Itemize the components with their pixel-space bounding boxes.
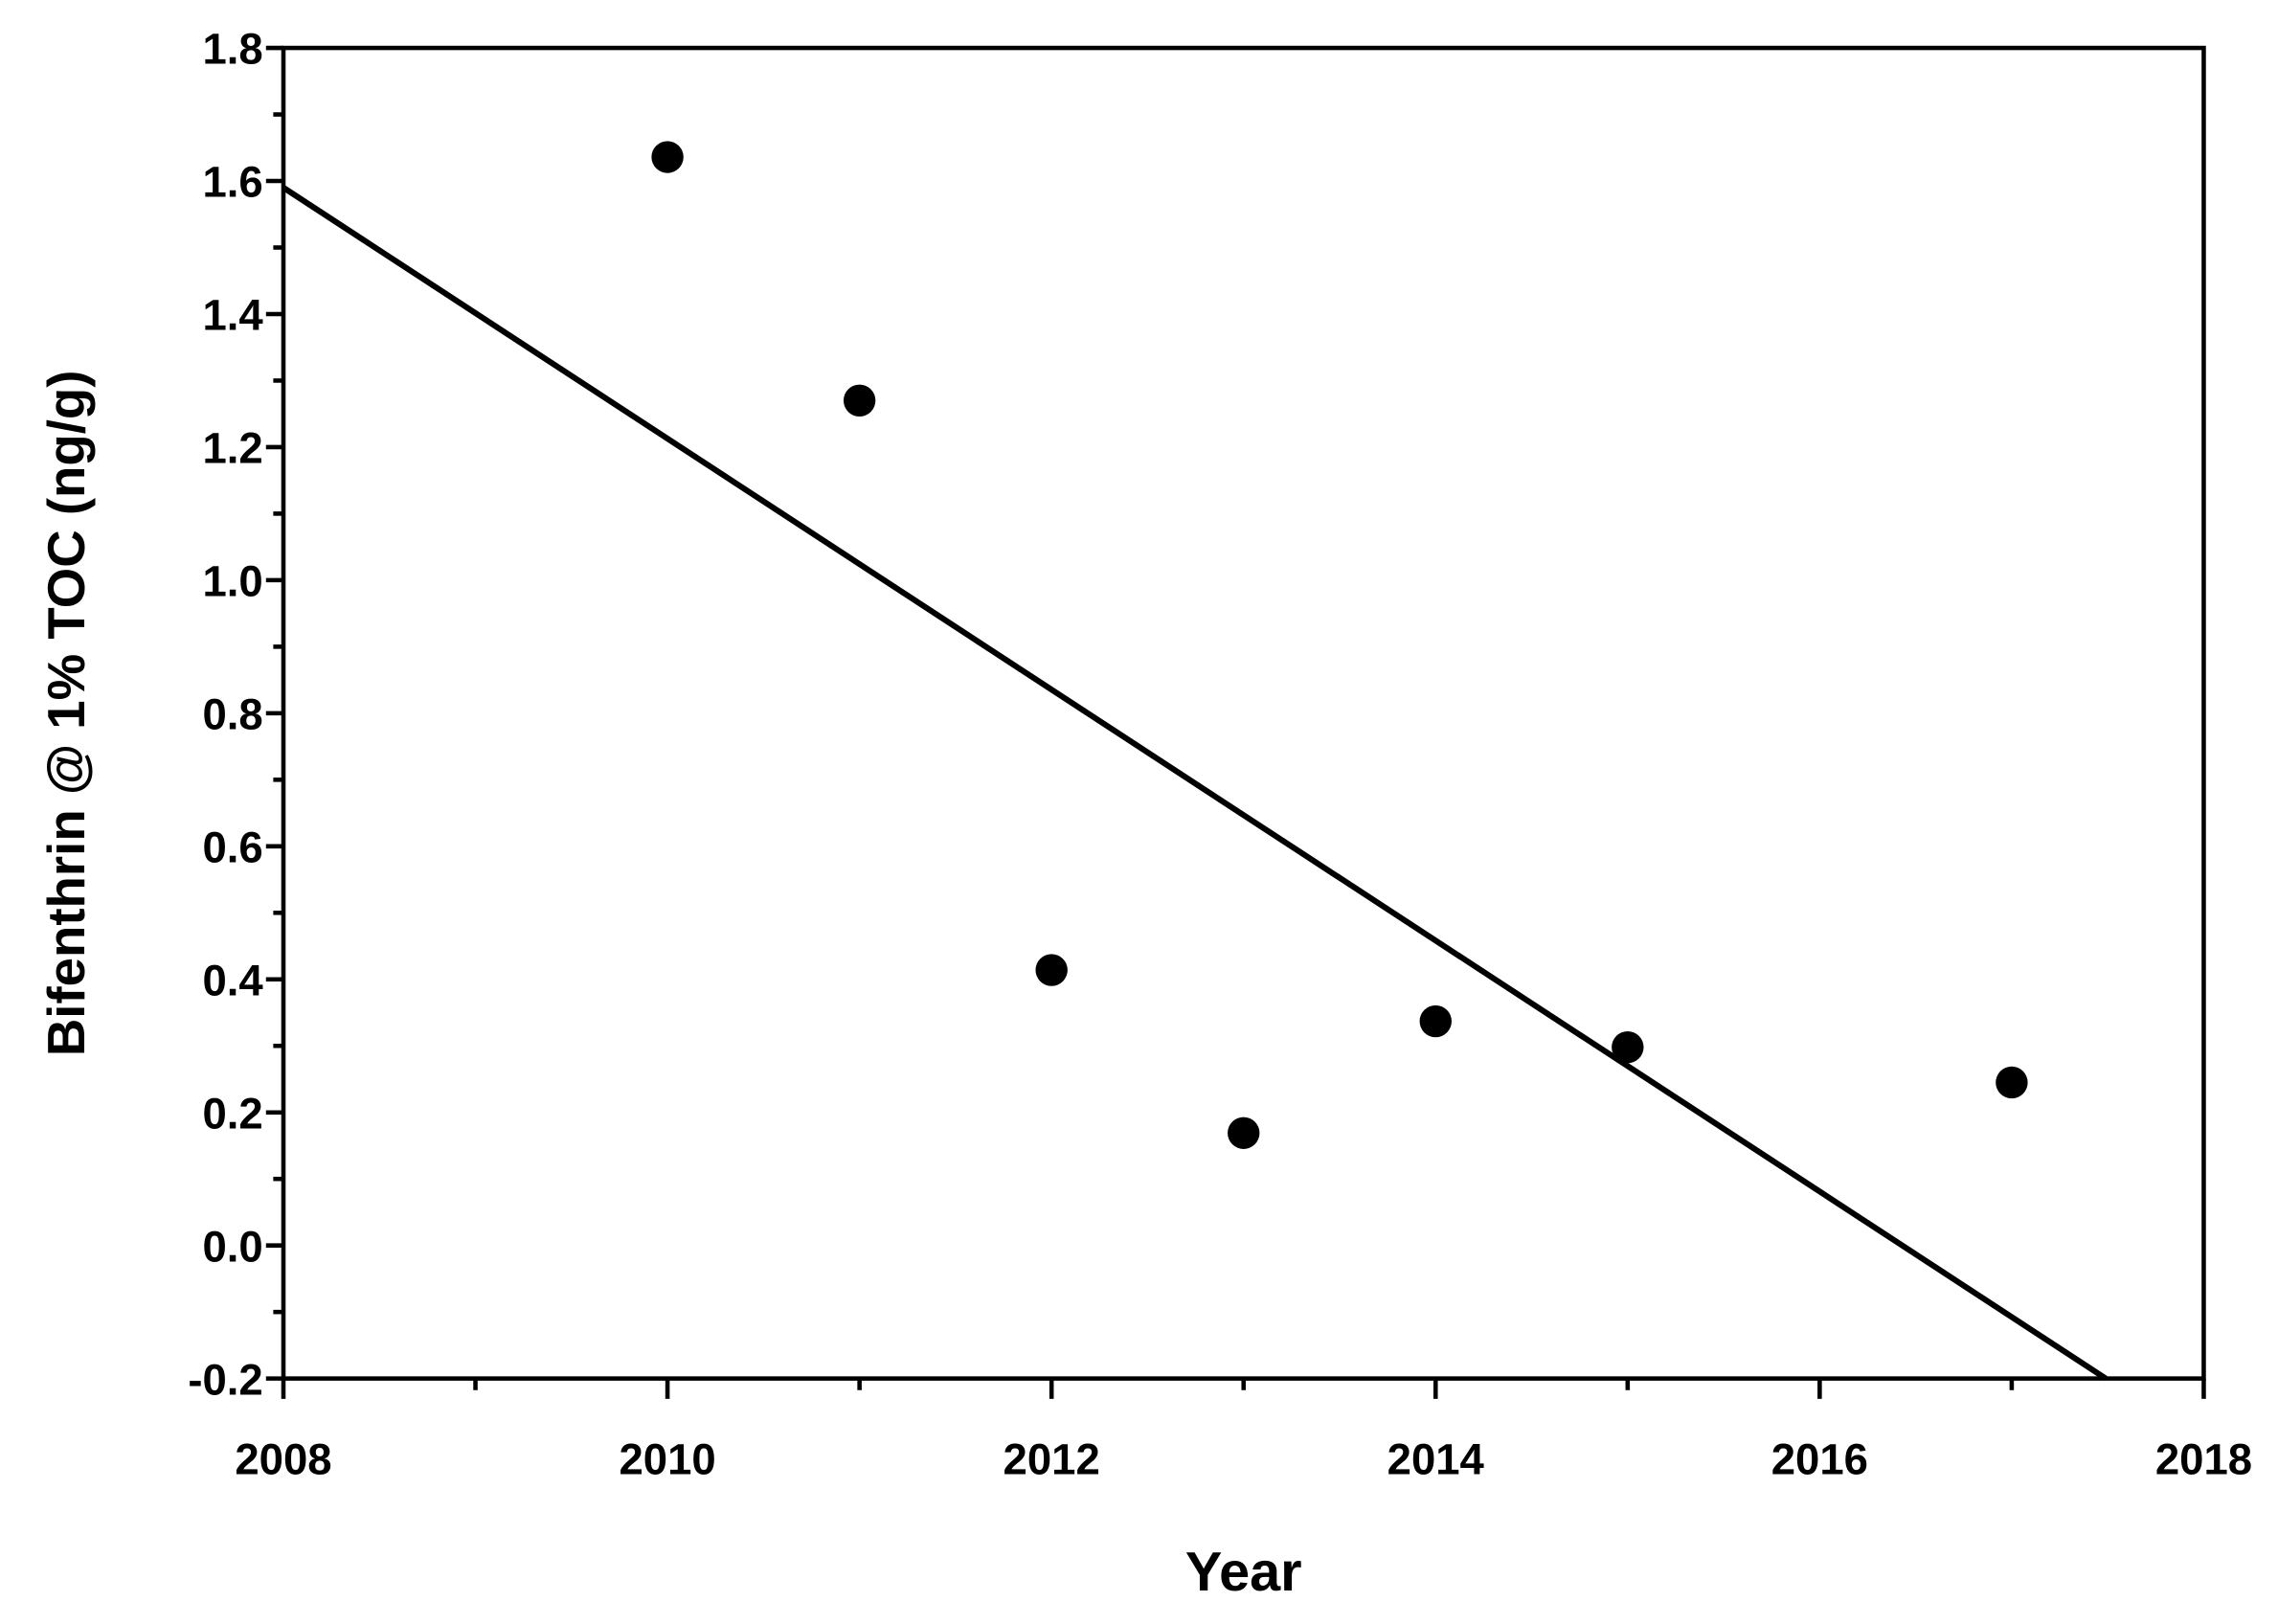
x-axis-title: Year [1185,1542,1302,1603]
y-tick-label: 0.6 [202,823,262,871]
y-tick-label: 1.0 [202,557,262,606]
point [1419,1004,1452,1038]
point [1228,1116,1260,1149]
point [1996,1066,2028,1099]
point [651,141,684,173]
y-tick-label: 0.8 [202,690,262,739]
x-tick-label: 2014 [1387,1435,1485,1484]
x-tick-label: 2018 [2155,1435,2252,1484]
point [843,384,876,417]
y-tick-label: -0.2 [188,1355,262,1404]
y-tick-label: 1.8 [202,25,262,74]
y-tick-label: 0.2 [202,1089,262,1138]
x-tick-label: 2008 [235,1435,331,1484]
x-tick-label: 2012 [1004,1435,1100,1484]
point [1035,954,1068,986]
x-tick-label: 2010 [619,1435,715,1484]
y-tick-label: 0.0 [202,1222,262,1271]
x-tick-label: 2016 [1771,1435,1868,1484]
y-tick-label: 0.4 [202,956,263,1004]
y-tick-label: 1.4 [202,291,263,340]
trend-line [282,185,2108,1382]
y-tick-label: 1.6 [202,158,262,207]
point [1612,1030,1644,1064]
plot-frame [281,45,2206,1381]
y-axis-title: Bifenthrin @ 1% TOC (ng/g) [37,371,96,1057]
y-tick-label: 1.2 [202,424,262,473]
